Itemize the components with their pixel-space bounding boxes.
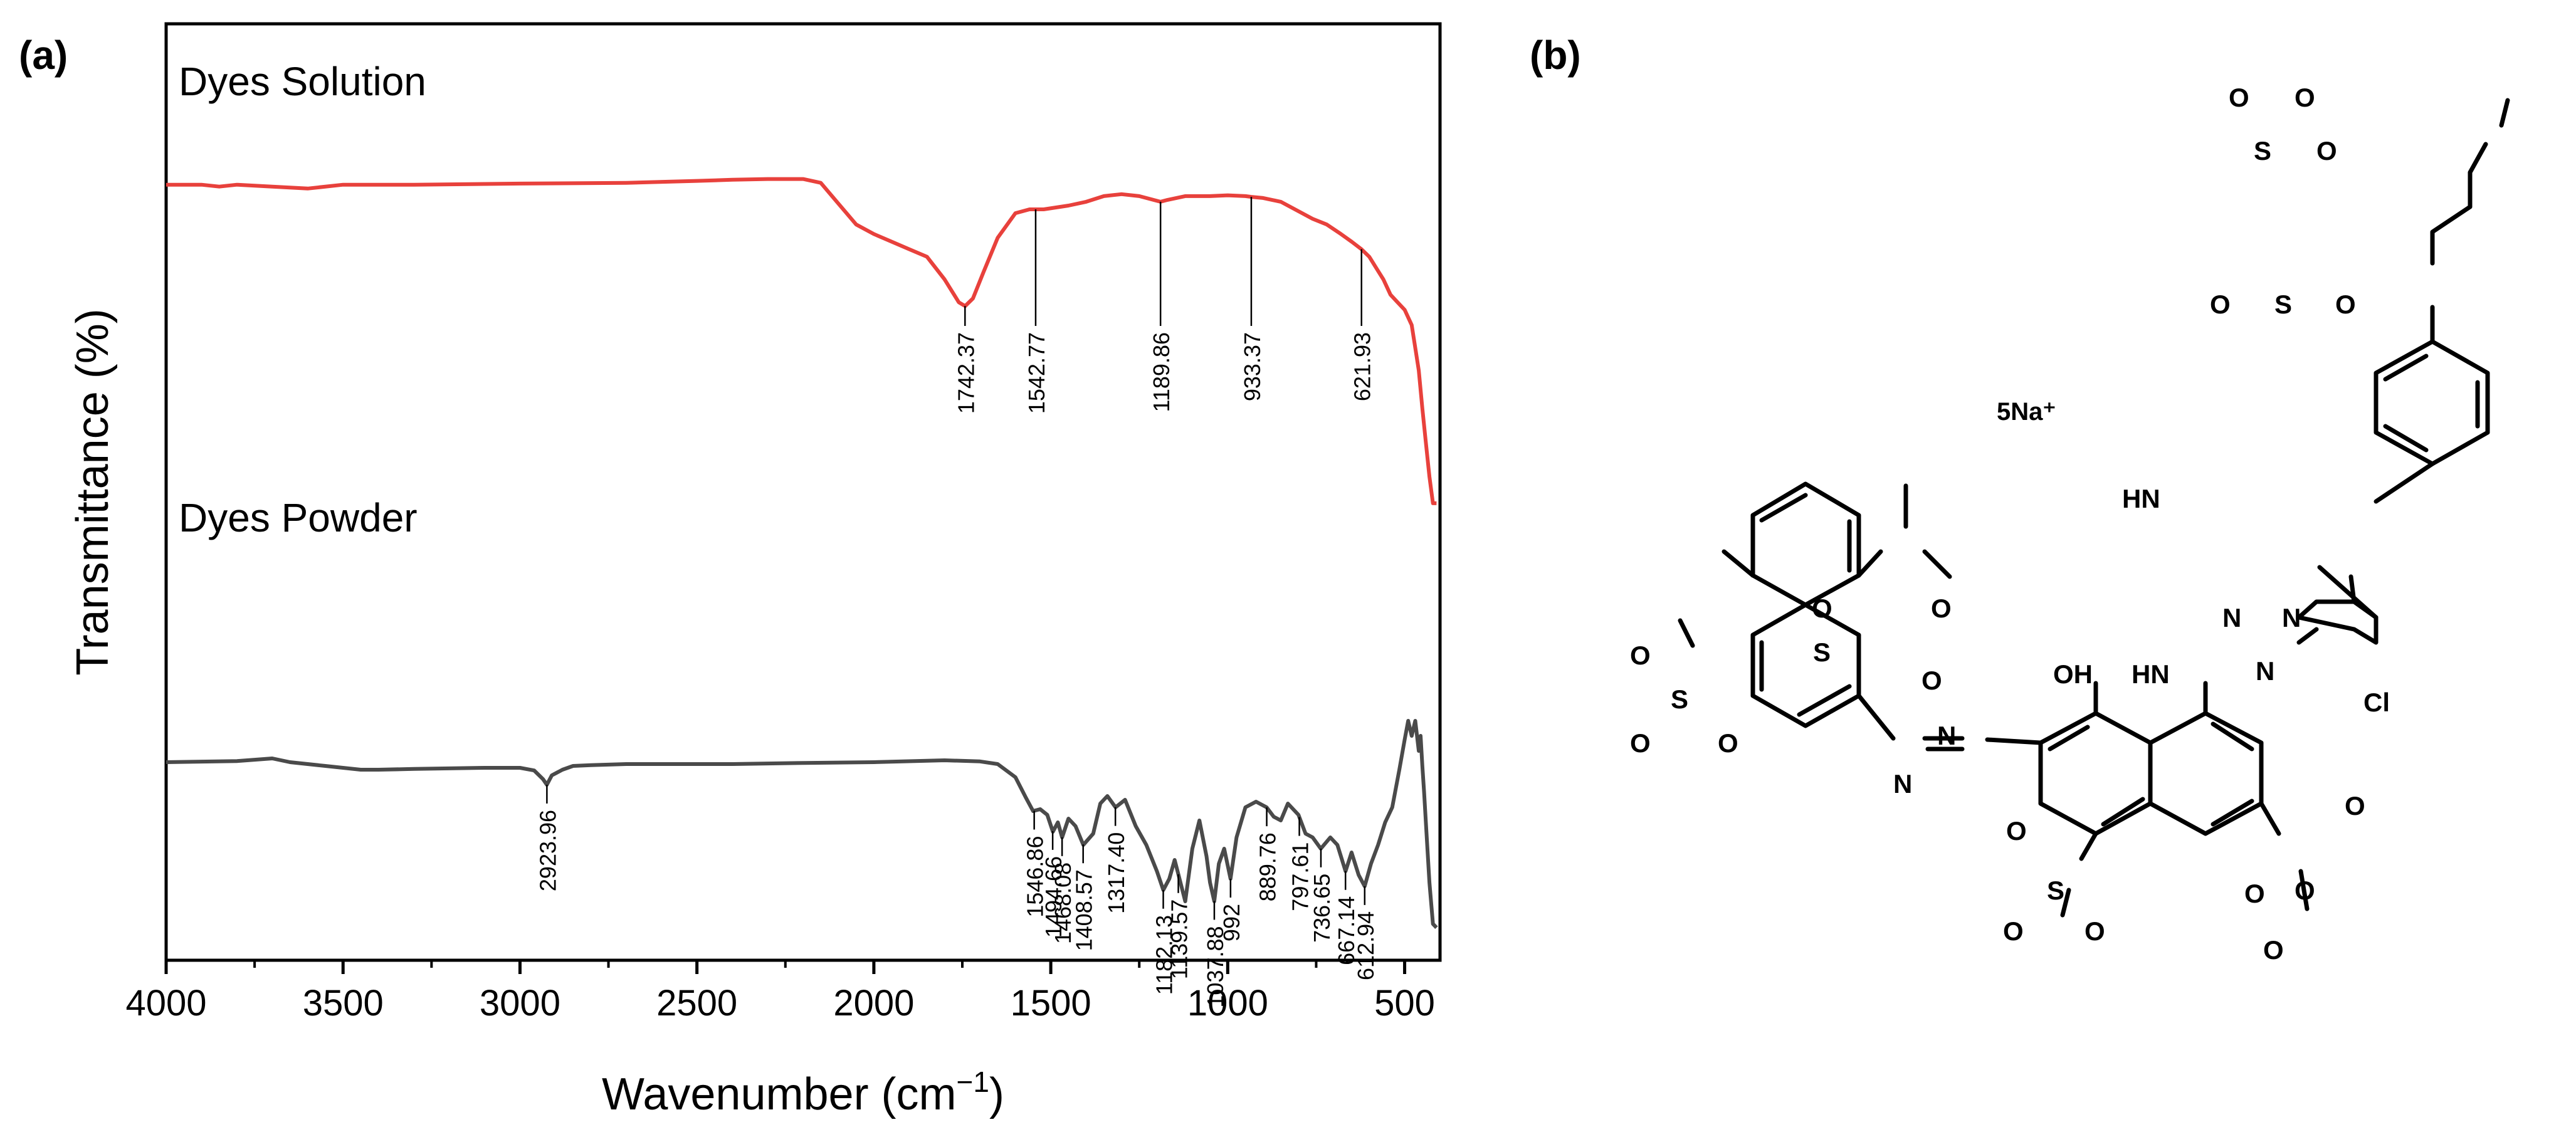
atom-label: O (2003, 916, 2024, 946)
peak-label: 667.14 (1333, 896, 1359, 965)
atom-label: N (2256, 656, 2274, 686)
atom-label: OH (2053, 659, 2093, 689)
series-layer (166, 177, 1438, 930)
atom-label: O (2084, 916, 2105, 946)
atom-label: Cl (2363, 688, 2390, 717)
peak-label: 1139.57 (1167, 899, 1192, 979)
peak-label: 1546.86 (1023, 836, 1048, 918)
atom-label: N (2282, 603, 2301, 632)
peak-label: 1189.86 (1149, 332, 1174, 412)
peak-label: 933.37 (1239, 332, 1265, 401)
atom-label: S (1671, 684, 1688, 714)
x-tick-layer: 4000 3500 3000 2500 2000 1500 1000 500 (125, 960, 1435, 1024)
atom-label: HN (2122, 484, 2160, 513)
atom-label: O (2316, 136, 2337, 165)
atom-label: O (1630, 728, 1651, 758)
atom-label: S (2047, 876, 2064, 905)
x-tick-label: 1000 (1187, 983, 1268, 1024)
peak-label: 1494.66 (1041, 856, 1066, 938)
atom-label: O (2263, 935, 2284, 965)
ftir-chart: 1742.37 1542.77 1189.86 933.37 621.93 2923.96… (68, 22, 1442, 1119)
series-label-powder: Dyes Powder (179, 495, 418, 540)
peak-label: 1037.88 (1202, 926, 1228, 1007)
x-tick-label: 2500 (656, 983, 737, 1024)
atom-label: O (2244, 879, 2265, 908)
peak-label: 797.61 (1288, 842, 1313, 911)
atom-label: O (1921, 666, 1942, 695)
peak-label: 1182.13 (1152, 915, 1177, 995)
atom-label: S (1813, 637, 1831, 667)
peak-label: 621.93 (1350, 332, 1375, 401)
panel-b-label: (b) (1530, 33, 1581, 78)
x-tick-label: 3500 (303, 983, 384, 1024)
x-tick-label: 1500 (1011, 983, 1091, 1024)
x-tick-label: 2000 (833, 983, 914, 1024)
atom-label: O (2210, 290, 2231, 319)
atom-label: O (2295, 83, 2315, 112)
panel-a-label: (a) (19, 33, 68, 78)
peak-label: 2923.96 (535, 810, 560, 891)
plot-frame (164, 22, 1442, 962)
sodium-counterion: 5Na⁺ (1997, 398, 2056, 426)
atom-label: O (1630, 641, 1651, 670)
y-axis-label: Transmittance (%) (68, 308, 118, 675)
peak-label: 1468.08 (1050, 862, 1076, 944)
series-line-powder (166, 719, 1438, 930)
peak-label: 1742.37 (953, 332, 979, 414)
atom-label: S (2274, 290, 2292, 319)
peak-label: 1317.40 (1103, 832, 1129, 914)
peak-label: 1408.57 (1071, 869, 1097, 951)
atom-label: O (1812, 594, 1832, 623)
peak-label: 889.76 (1255, 832, 1281, 901)
x-tick-label: 3000 (480, 983, 560, 1024)
atom-label: O (2345, 791, 2365, 820)
peak-label: 612.94 (1353, 911, 1379, 980)
atom-label: HN (2132, 659, 2170, 689)
atom-label: O (2295, 876, 2315, 905)
peak-label: 992 (1219, 904, 1244, 941)
atom-label: O (2006, 816, 2027, 846)
atom-label: S (2254, 136, 2271, 165)
x-axis-label: Wavenumber (cm−1) (602, 1066, 1004, 1119)
series-line-solution (166, 177, 1437, 505)
chemical-structure (1678, 98, 2510, 918)
peak-label: 736.65 (1309, 874, 1335, 943)
x-tick-label: 4000 (125, 983, 206, 1024)
atom-label: N (1893, 769, 1912, 799)
x-tick-label: 500 (1374, 983, 1435, 1024)
peak-label: 1542.77 (1024, 332, 1049, 414)
atom-label: N (1937, 721, 1956, 750)
structure-labels: 5Na⁺ HN N N N HN Cl OH N N S S S S S O O… (1630, 83, 2390, 965)
peak-label-layer: 1742.37 1542.77 1189.86 933.37 621.93 2923.96… (535, 197, 1379, 1008)
atom-label: O (1931, 594, 1952, 623)
atom-label: O (1718, 728, 1738, 758)
atom-label: N (2222, 603, 2241, 632)
atom-label: O (2229, 83, 2249, 112)
atom-label: O (2335, 290, 2356, 319)
series-label-solution: Dyes Solution (179, 59, 426, 104)
